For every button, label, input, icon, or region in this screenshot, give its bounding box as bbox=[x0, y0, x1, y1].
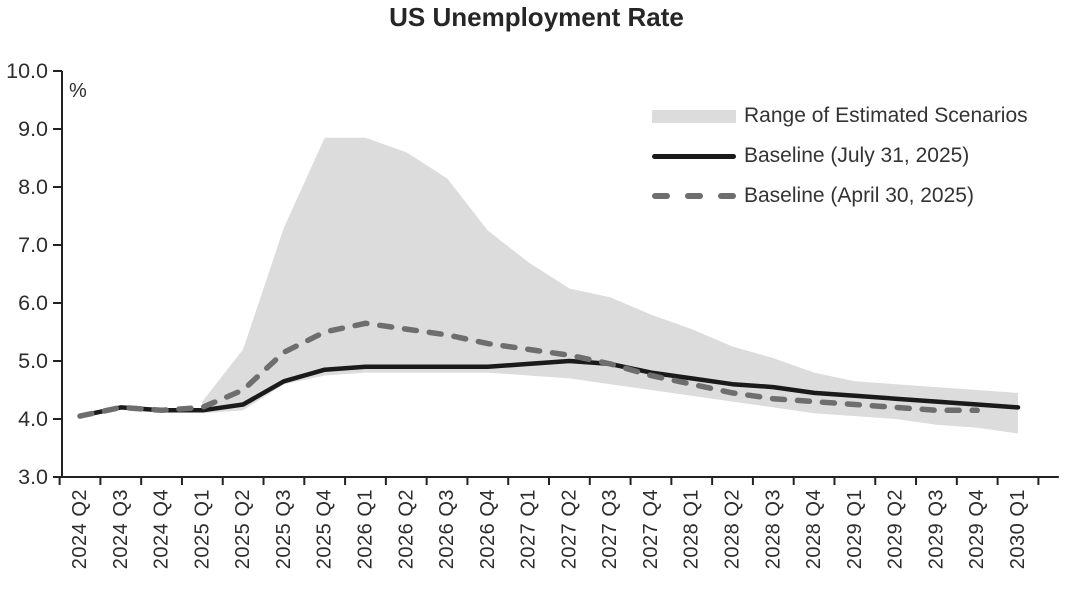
x-category-label: 2027 Q2 bbox=[558, 489, 580, 569]
x-category-label: 2024 Q4 bbox=[151, 489, 173, 569]
legend: Range of Estimated Scenarios Baseline (J… bbox=[652, 104, 1028, 208]
x-category-label: 2026 Q4 bbox=[477, 489, 499, 569]
baseline-april-line bbox=[77, 320, 980, 419]
page-title: US Unemployment Rate bbox=[389, 2, 684, 32]
x-category-label: 2024 Q3 bbox=[110, 489, 132, 569]
y-axis-unit-label: % bbox=[69, 80, 87, 102]
x-category-label: 2026 Q2 bbox=[395, 489, 417, 569]
x-category-label: 2028 Q3 bbox=[762, 489, 784, 569]
legend-label-baseline-april: Baseline (April 30, 2025) bbox=[744, 184, 974, 207]
dashed-line-swatch-icon bbox=[652, 193, 736, 199]
legend-item-baseline-july: Baseline (July 31, 2025) bbox=[652, 144, 1028, 168]
x-category-label: 2027 Q3 bbox=[599, 489, 621, 569]
y-tick-label: 10.0 bbox=[6, 59, 48, 83]
x-category-label: 2025 Q2 bbox=[232, 489, 254, 569]
y-tick-label: 3.0 bbox=[18, 465, 48, 489]
x-category-label: 2026 Q1 bbox=[354, 489, 376, 569]
y-tick-label: 7.0 bbox=[18, 233, 48, 257]
x-category-label: 2025 Q3 bbox=[273, 489, 295, 569]
x-category-label: 2029 Q3 bbox=[925, 489, 947, 569]
range-band-area bbox=[202, 137, 1019, 434]
x-category-label: 2026 Q3 bbox=[436, 489, 458, 569]
legend-label-range: Range of Estimated Scenarios bbox=[744, 104, 1028, 127]
legend-item-baseline-april: Baseline (April 30, 2025) bbox=[652, 184, 1028, 208]
x-category-label: 2029 Q1 bbox=[844, 489, 866, 569]
x-category-label: 2029 Q2 bbox=[885, 489, 907, 569]
legend-label-baseline-july: Baseline (July 31, 2025) bbox=[744, 144, 970, 167]
dash-segment bbox=[718, 193, 736, 199]
x-category-label: 2028 Q2 bbox=[722, 489, 744, 569]
baseline-july-line bbox=[77, 358, 1021, 419]
legend-item-range: Range of Estimated Scenarios bbox=[652, 104, 1028, 128]
y-tick-label: 4.0 bbox=[18, 407, 48, 431]
x-category-label: 2025 Q1 bbox=[191, 489, 213, 569]
x-category-label: 2028 Q1 bbox=[681, 489, 703, 569]
x-category-label: 2027 Q4 bbox=[640, 489, 662, 569]
y-tick-label: 6.0 bbox=[18, 291, 48, 315]
y-tick-label: 5.0 bbox=[18, 349, 48, 373]
x-category-label: 2024 Q2 bbox=[69, 489, 91, 569]
x-category-label: 2028 Q4 bbox=[803, 489, 825, 569]
range-band-swatch-icon bbox=[652, 109, 736, 123]
y-tick-label: 9.0 bbox=[18, 117, 48, 141]
x-category-label: 2029 Q4 bbox=[966, 489, 988, 569]
x-category-label: 2030 Q1 bbox=[1007, 489, 1029, 569]
x-category-label: 2027 Q1 bbox=[518, 489, 540, 569]
dash-segment bbox=[652, 193, 670, 199]
y-tick-label: 8.0 bbox=[18, 175, 48, 199]
solid-line-swatch-icon bbox=[652, 153, 736, 159]
x-category-label: 2025 Q4 bbox=[314, 489, 336, 569]
dash-segment bbox=[685, 193, 703, 199]
